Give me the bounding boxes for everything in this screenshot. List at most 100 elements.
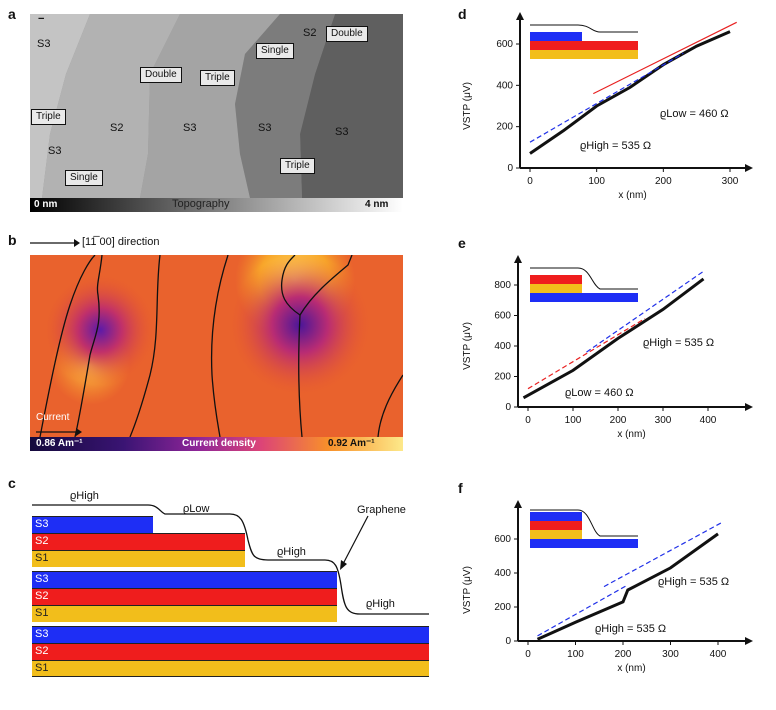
y-axis-label: VSTP (μV) [462, 82, 473, 130]
panel-c-label: c [8, 475, 16, 491]
terrace-label: S3 [183, 122, 197, 134]
terrace-label: S2 [303, 27, 317, 39]
x-tick-label: 200 [615, 649, 632, 660]
panel-b-label: b [8, 232, 17, 248]
direction-label: [11̅ 00] direction [82, 236, 160, 248]
x-tick-label: 300 [722, 176, 739, 187]
inset-d [530, 22, 640, 67]
chart-e: 0 100 200 300 400 0 200 400 600 800 x (nm) VSTP (μV… [462, 255, 753, 440]
current-arrow [36, 424, 82, 442]
x-tick-label: 200 [610, 415, 627, 426]
series-line [529, 30, 731, 155]
x-tick-label: 0 [525, 649, 531, 660]
x-axis-label: x (nm) [618, 190, 646, 201]
panel-e-label: e [458, 235, 466, 251]
y-tick-label: 200 [496, 122, 513, 133]
x-axis-arrow [745, 637, 753, 645]
series-line [537, 584, 629, 637]
y-tick-label: 200 [494, 372, 511, 383]
y-tick-label: 0 [505, 402, 511, 413]
y-axis-label: VSTP (μV) [462, 566, 473, 614]
colorbar-min-label: 0 nm [34, 199, 58, 210]
y-tick-label: 0 [507, 163, 513, 174]
layer-s2: S2 [32, 533, 245, 550]
box-label-single-1: Single [256, 43, 294, 59]
x-tick-label: 0 [525, 415, 531, 426]
rho-high-label: ϱHigh [366, 598, 395, 610]
terrace-label: S3 [258, 122, 272, 134]
y-tick-label: 400 [494, 341, 511, 352]
rho-high-label: ϱHigh [277, 546, 306, 558]
series-line [527, 317, 646, 390]
x-tick-label: 100 [588, 176, 605, 187]
x-axis-arrow [745, 164, 753, 172]
series-line [529, 52, 684, 143]
current-label: Current [36, 412, 70, 423]
current-density-map [30, 255, 403, 437]
layer-s3: S3 [32, 571, 337, 588]
x-axis-label: x (nm) [617, 429, 645, 440]
y-axis-arrow [514, 255, 522, 263]
box-label-double-2: Double [140, 67, 182, 83]
y-axis-arrow [514, 500, 522, 508]
inset-f [530, 508, 640, 555]
box-label-single-2: Single [65, 170, 103, 186]
x-tick-label: 200 [655, 176, 672, 187]
annotation-rho-low: ϱLow = 460 Ω [565, 387, 634, 399]
layer-s2: S2 [32, 588, 337, 605]
colorbar-title: Current density [182, 438, 256, 449]
y-tick-label: 600 [494, 534, 511, 545]
annotation-rho-low: ϱLow = 460 Ω [660, 108, 729, 120]
chart-d: 0 100 200 300 0 200 400 600 x (nm) VSTP (μV) [462, 12, 753, 201]
annotation-rho-high: ϱHigh = 535 Ω [643, 337, 715, 349]
box-label-double-1: Double [326, 26, 368, 42]
current-density-colorbar [30, 437, 403, 451]
terrace-label: S2 [110, 122, 124, 134]
colorbar-title: Topography [172, 198, 230, 210]
layer-s1: S1 [32, 605, 337, 622]
x-tick-label: 400 [710, 649, 727, 660]
topography-colorbar [30, 198, 403, 212]
terrace-label: S3 [37, 38, 51, 50]
panel-d-label: d [458, 6, 467, 22]
layer-s2: S2 [32, 643, 429, 660]
annotation-rho-high: ϱHigh = 535 Ω [580, 140, 652, 152]
series-line [536, 532, 719, 641]
chart-f: 0 100 200 300 400 0 200 400 600 x (nm) VSTP (μV) [462, 500, 753, 674]
colorbar-max-label: 4 nm [365, 199, 389, 210]
y-tick-label: 800 [494, 280, 511, 291]
layer-s1: S1 [32, 550, 245, 567]
colorbar-min-label: 0.86 Am⁻¹ [36, 438, 83, 449]
topography-image [30, 14, 403, 198]
terrace-label: S3 [335, 126, 349, 138]
x-tick-label: 300 [655, 415, 672, 426]
box-label-triple-3: Triple [280, 158, 315, 174]
graphene-sheet [32, 504, 429, 615]
rho-low-label: ϱLow [183, 503, 210, 515]
rho-high-label: ϱHigh [70, 490, 99, 502]
panel-a-label: a [8, 6, 16, 22]
box-label-triple-1: Triple [200, 70, 235, 86]
scale-bar: − [38, 13, 45, 25]
x-axis-label: x (nm) [617, 663, 645, 674]
x-tick-label: 100 [567, 649, 584, 660]
layer-s3: S3 [32, 516, 153, 533]
y-axis-arrow [516, 12, 524, 20]
layer-s1: S1 [32, 660, 429, 677]
box-label-triple-2: Triple [31, 109, 66, 125]
series-line [603, 521, 724, 588]
annotation-rho-high: ϱHigh = 535 Ω [658, 576, 730, 588]
x-tick-label: 100 [565, 415, 582, 426]
series-line [522, 277, 705, 400]
terrace-label: S3 [48, 145, 62, 157]
y-tick-label: 200 [494, 602, 511, 613]
y-tick-label: 600 [496, 39, 513, 50]
colorbar-max-label: 0.92 Am⁻¹ [328, 438, 375, 449]
graphene-label: Graphene [357, 504, 406, 516]
annotation-rho-high: ϱHigh = 535 Ω [595, 623, 667, 635]
y-tick-label: 400 [496, 80, 513, 91]
panel-f-label: f [458, 480, 463, 496]
y-tick-label: 600 [494, 311, 511, 322]
x-tick-label: 0 [527, 176, 533, 187]
direction-arrow [30, 236, 80, 254]
